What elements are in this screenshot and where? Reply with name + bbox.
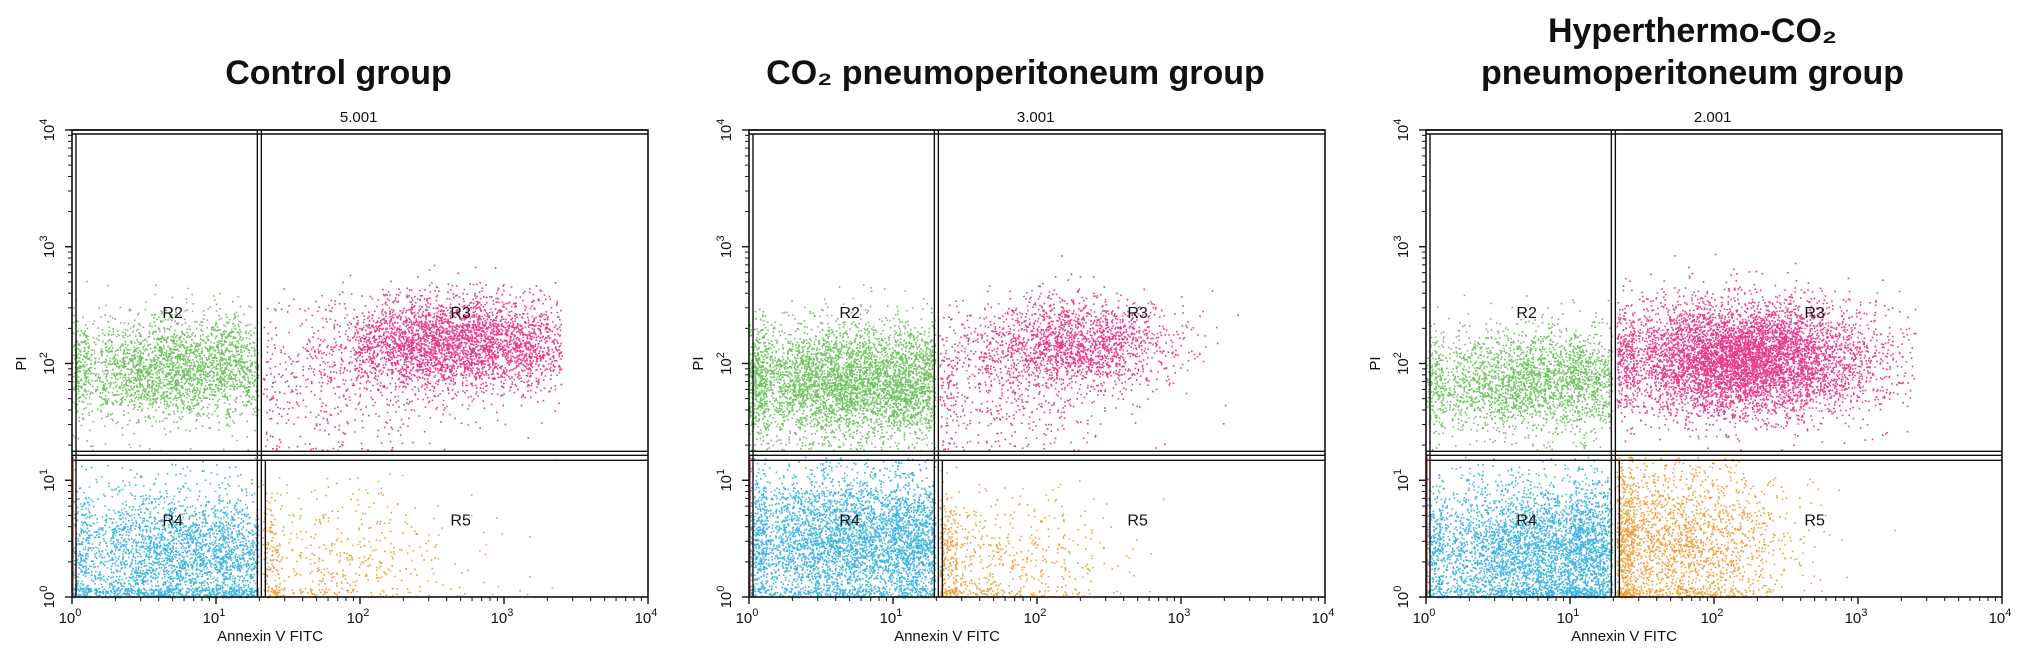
y-axis-label: PI: [13, 356, 30, 370]
region-label-r2: R2: [1516, 305, 1537, 322]
gate-lines: [72, 129, 648, 597]
y-tick-label: 100: [715, 586, 735, 609]
x-tick-label: 101: [1557, 607, 1580, 627]
x-tick-label: 102: [347, 607, 370, 627]
x-tick-label: 100: [736, 607, 759, 627]
y-tick-label: 100: [38, 586, 58, 609]
region-label-r4: R4: [162, 513, 183, 530]
x-tick-label: 102: [1701, 607, 1724, 627]
panel-co2: CO₂ pneumoperitoneum group 3.001 R2 R3 R4 R5…: [677, 0, 1354, 664]
region-label-r3: R3: [450, 305, 471, 322]
y-tick-label: 101: [38, 469, 58, 492]
x-axis-label: Annexin V FITC: [217, 628, 323, 645]
data-point-cloud-r3: [940, 255, 1239, 444]
flow-cytometry-plot-hyperthermo: 2.001 R2 R3 R4 R5 100 101 102 103 104 Annexin V FI…: [1367, 109, 2012, 645]
region-label-r2: R2: [839, 305, 860, 322]
data-point-cloud-r4: [72, 457, 260, 599]
data-point-cloud-r2: [749, 284, 937, 452]
y-tick-label: 103: [38, 235, 58, 258]
panel-control: Control group 5.001 R2 R3 R4 R5 100 101 102 103 1…: [0, 0, 677, 664]
y-tick-label: 101: [715, 469, 735, 492]
y-tick-label: 101: [1392, 469, 1412, 492]
x-axis-label: Annexin V FITC: [894, 628, 1000, 645]
data-point-cloud-r4: [749, 456, 937, 599]
chart-title: Control group: [225, 54, 452, 92]
y-tick-label: 100: [1392, 586, 1412, 609]
flow-cytometry-plot-co2: 3.001 R2 R3 R4 R5 100 101 102 103 104 Annexin V FI…: [690, 109, 1335, 645]
y-tick-label: 104: [1392, 119, 1412, 142]
x-tick-label: 101: [203, 607, 226, 627]
region-label-r3: R3: [1804, 305, 1825, 322]
region-label-r4: R4: [1516, 513, 1537, 530]
region-label-r5: R5: [1127, 513, 1148, 530]
x-tick-label: 103: [1845, 607, 1868, 627]
y-tick-label: 103: [1392, 235, 1412, 258]
x-axis-label: Annexin V FITC: [1571, 628, 1677, 645]
region-label-r3: R3: [1127, 305, 1148, 322]
y-tick-label: 103: [715, 235, 735, 258]
x-tick-label: 103: [1168, 607, 1191, 627]
gate-header-value: 2.001: [1694, 109, 1732, 126]
data-points: [749, 255, 1239, 599]
gate-header-value: 5.001: [340, 109, 378, 126]
data-point-cloud-r3: [265, 264, 563, 439]
data-point-cloud-r5: [262, 459, 557, 599]
y-tick-label: 102: [38, 352, 58, 375]
y-tick-label: 104: [38, 119, 58, 142]
region-label-r4: R4: [839, 513, 860, 530]
y-tick-label: 104: [715, 119, 735, 142]
chart-title: CO₂ pneumoperitoneum group: [766, 54, 1265, 92]
plot-frame: [71, 129, 649, 598]
data-point-cloud-r3: [1616, 253, 1917, 451]
x-tick-label: 104: [635, 607, 658, 627]
x-tick-label: 100: [59, 607, 82, 627]
y-axis-label: PI: [1367, 356, 1384, 370]
x-tick-label: 102: [1024, 607, 1047, 627]
chart-title-line-2: pneumoperitoneum group: [1480, 54, 1905, 92]
data-points: [1426, 253, 1917, 599]
y-axis-label: PI: [690, 356, 707, 370]
y-axis: 100 101 102 103 104: [38, 119, 72, 609]
flow-cytometry-plot-control: 5.001 R2 R3 R4 R5 100 101 102 103 104 Annexin V FI…: [13, 109, 658, 645]
x-axis: 100 101 102 103 104: [1413, 597, 2012, 627]
x-tick-label: 100: [1413, 607, 1436, 627]
x-tick-label: 104: [1989, 607, 2012, 627]
panel-hyperthermo: Hyperthermo-CO₂ pneumoperitoneum group 2…: [1354, 0, 2031, 664]
x-tick-label: 101: [880, 607, 903, 627]
region-label-r5: R5: [1804, 513, 1825, 530]
data-point-cloud-r5: [1616, 456, 1896, 599]
x-tick-label: 103: [491, 607, 514, 627]
chart-title-line-1: Hyperthermo-CO₂: [1547, 12, 1838, 50]
y-tick-label: 102: [1392, 352, 1412, 375]
data-points: [72, 264, 563, 599]
gate-header-value: 3.001: [1017, 109, 1055, 126]
x-axis: 100 101 102 103 104: [736, 597, 1335, 627]
region-label-r5: R5: [450, 513, 471, 530]
y-axis: 100 101 102 103 104: [715, 119, 749, 609]
data-point-cloud-r2: [1426, 294, 1614, 451]
y-tick-label: 102: [715, 352, 735, 375]
x-tick-label: 104: [1312, 607, 1335, 627]
region-label-r2: R2: [162, 305, 183, 322]
data-point-cloud-r4: [1426, 456, 1614, 599]
x-axis: 100 101 102 103 104: [59, 597, 658, 627]
data-point-cloud-r5: [939, 466, 1165, 599]
y-axis: 100 101 102 103 104: [1392, 119, 1426, 609]
